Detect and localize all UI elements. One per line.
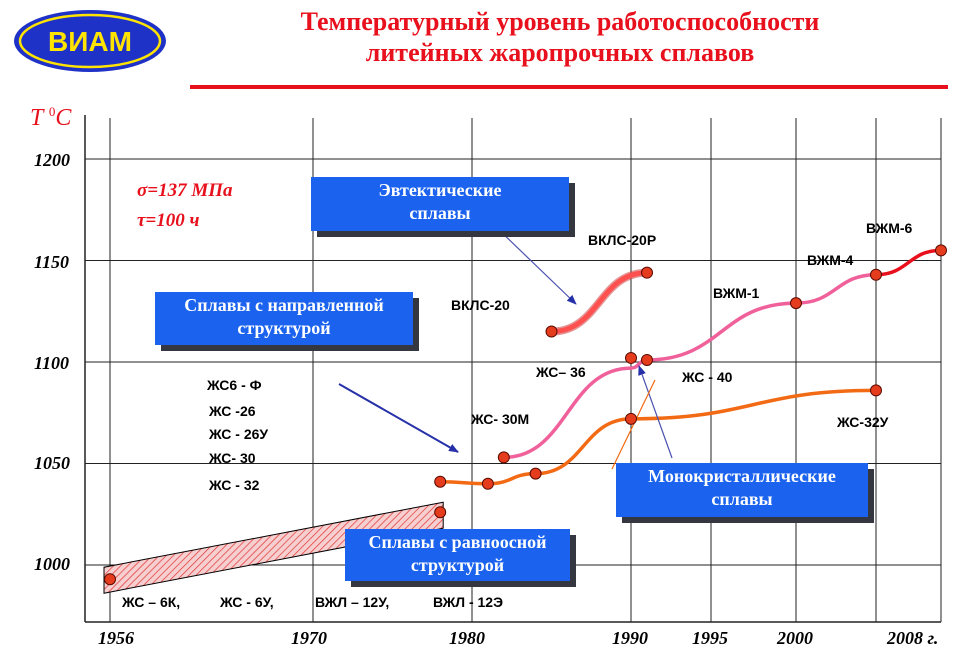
label-zhs32: ЖС - 32 <box>209 477 260 493</box>
y-tick-1000: 1000 <box>34 554 70 574</box>
data-point-8 <box>641 353 653 366</box>
series-new_series <box>874 248 943 277</box>
data-point-12 <box>935 244 947 257</box>
viam-logo: ВИАМ <box>12 8 168 74</box>
label-vzhl12e: ВЖЛ - 12Э <box>433 594 504 610</box>
x-tick-2008: 2008 г. <box>887 628 939 648</box>
data-point-6 <box>625 412 637 425</box>
label-vzhm4: ВЖМ-4 <box>807 252 854 268</box>
label-vzhm1: ВЖМ-1 <box>713 285 760 301</box>
eutectic-box: Эвтектические сплавы <box>311 177 569 231</box>
test-conditions: σ=137 МПа τ=100 ч <box>137 176 233 236</box>
label-zhs6k: ЖС – 6К, <box>122 594 181 610</box>
directional-pointer <box>611 379 656 470</box>
data-point-0 <box>104 573 116 586</box>
data-point-7 <box>625 351 637 364</box>
data-point-13 <box>545 325 558 338</box>
data-point-5 <box>497 451 510 464</box>
y-tick-1200: 1200 <box>34 150 70 170</box>
y-tick-1050: 1050 <box>34 453 70 473</box>
label-zhs6u: ЖС - 6У, <box>220 594 274 610</box>
data-point-1 <box>434 506 447 519</box>
label-zhs32u: ЖС-32У <box>837 414 889 430</box>
x-tick-2000: 2000 <box>777 628 813 648</box>
data-point-14 <box>641 266 653 279</box>
data-point-10 <box>870 384 882 397</box>
single-crystal-arrow <box>638 365 673 459</box>
x-tick-1990: 1990 <box>612 628 648 648</box>
sigma-value: σ=137 МПа <box>137 180 233 201</box>
label-vkls20: ВКЛС-20 <box>451 297 510 313</box>
x-tick-1995: 1995 <box>692 628 728 648</box>
y-tick-1150: 1150 <box>34 252 70 272</box>
title-underline <box>190 85 948 89</box>
label-zhs26: ЖС -26 <box>209 403 256 419</box>
y-tick-1100: 1100 <box>34 353 70 373</box>
label-vkls20r: ВКЛС-20Р <box>588 232 657 248</box>
series-single_crystal <box>502 272 878 460</box>
callout-arrows <box>338 227 673 470</box>
x-tick-1970: 1970 <box>291 628 327 648</box>
label-zhs30m: ЖС- 30М <box>471 411 530 427</box>
label-zhs30: ЖС- 30 <box>209 450 256 466</box>
label-vzhm6: ВЖМ-6 <box>866 220 913 236</box>
x-tick-1980: 1980 <box>449 628 485 648</box>
data-point-4 <box>529 467 542 480</box>
equiaxed-box: Сплавы с равноосной структурой <box>345 529 570 581</box>
eutectic-arrow <box>496 227 577 305</box>
page-title: Температурный уровень работоспособности … <box>300 7 820 67</box>
label-zhs36: ЖС– 36 <box>536 364 586 380</box>
series-eutectic <box>549 270 650 335</box>
data-point-3 <box>481 477 494 490</box>
label-zhs6f: ЖС6 - Ф <box>207 377 262 393</box>
data-point-9 <box>790 297 802 310</box>
data-point-11 <box>870 268 882 281</box>
data-point-2 <box>434 475 447 488</box>
directional-arrow <box>338 383 459 453</box>
series-equiaxed <box>103 501 444 594</box>
label-vzhl12u: ВЖЛ – 12У, <box>315 594 390 610</box>
tau-value: τ=100 ч <box>137 210 200 231</box>
label-zhs40: ЖС - 40 <box>682 369 733 385</box>
y-axis-label: T 0C <box>30 104 72 131</box>
x-tick-1956: 1956 <box>98 628 134 648</box>
label-zhs26u: ЖС - 26У <box>209 426 269 442</box>
single-crystal-box: Монокристаллические сплавы <box>616 463 868 517</box>
logo-text: ВИАМ <box>48 26 132 57</box>
directional-box: Сплавы с направленной структурой <box>155 292 413 345</box>
